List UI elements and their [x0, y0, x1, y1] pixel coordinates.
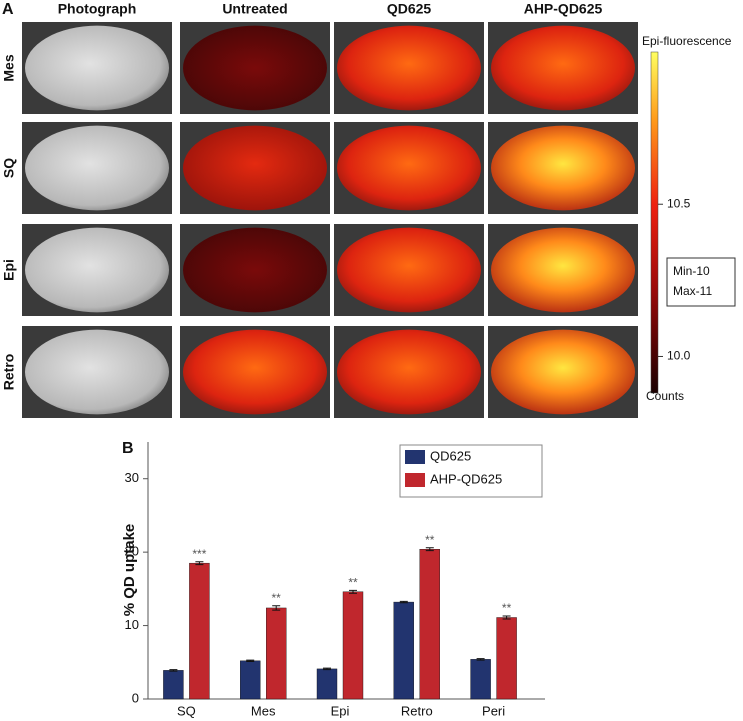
- colorbar-title: Epi-fluorescence: [642, 34, 732, 48]
- range-min: Min-10: [673, 264, 710, 278]
- bar: [266, 607, 287, 700]
- row-label: Epi: [1, 259, 17, 281]
- error-bar: [425, 547, 434, 552]
- tissue-image: [337, 25, 481, 111]
- y-tick-label: 0: [132, 690, 139, 705]
- error-bar: [476, 658, 485, 661]
- legend-swatch: [405, 473, 425, 487]
- x-tick-label: Peri: [482, 703, 505, 718]
- bar: [496, 617, 517, 700]
- bar: [316, 668, 338, 700]
- row-label: SQ: [1, 158, 17, 178]
- range-box: [666, 257, 736, 307]
- error-bar: [246, 659, 255, 663]
- error-bar: [399, 600, 408, 604]
- panel-b: B % QD uptake 0 10 20 30 SQ *** Mes ** Epi ** Retr…: [121, 440, 545, 718]
- bar: [342, 591, 364, 700]
- colorbar: [650, 51, 659, 394]
- tissue-image: [491, 25, 635, 111]
- y-tick-label: 10: [125, 617, 139, 632]
- bar: [393, 601, 414, 700]
- column-header: AHP-QD625: [524, 1, 603, 17]
- x-tick-label: SQ: [177, 703, 196, 718]
- tissue-image: [25, 125, 169, 211]
- error-bar: [349, 589, 357, 594]
- tissue-image: [25, 227, 169, 313]
- row-label: Retro: [1, 354, 17, 391]
- bar: [189, 562, 210, 700]
- y-tick-label: 30: [125, 470, 139, 485]
- significance: **: [272, 591, 282, 605]
- y-tick-label: 20: [125, 544, 139, 559]
- error-bar: [169, 669, 178, 672]
- column-header: QD625: [387, 1, 432, 17]
- tissue-image: [337, 329, 481, 415]
- legend-swatch: [405, 450, 425, 464]
- error-bar: [502, 615, 511, 620]
- panel-label: B: [122, 440, 134, 457]
- column-header: Untreated: [222, 1, 287, 17]
- row-label: Mes: [1, 54, 17, 81]
- range-max: Max-11: [673, 284, 712, 298]
- significance: **: [348, 575, 358, 589]
- significance: **: [502, 601, 512, 615]
- bar: [419, 549, 440, 700]
- tissue-image: [491, 227, 635, 313]
- tissue-image: [491, 125, 635, 211]
- colorbar-tick-label: 10.0: [667, 349, 691, 363]
- colorbar-unit: Counts: [646, 389, 684, 403]
- tissue-image: [491, 329, 635, 415]
- tissue-image: [183, 125, 327, 211]
- tissue-image: [337, 227, 481, 313]
- legend-label: AHP-QD625: [430, 471, 502, 486]
- error-bar: [323, 667, 331, 671]
- tissue-image: [183, 25, 327, 111]
- panel-a: A Epi-fluorescence Counts Min-10 Photogr…: [1, 1, 736, 418]
- column-header: Photograph: [58, 1, 137, 17]
- error-bar: [195, 561, 204, 566]
- error-bar: [272, 605, 281, 611]
- bar: [470, 659, 491, 700]
- colorbar-tick-label: 10.5: [667, 196, 691, 210]
- significance: ***: [192, 547, 206, 561]
- bar: [239, 660, 261, 700]
- tissue-image: [337, 125, 481, 211]
- x-tick-label: Retro: [401, 703, 433, 718]
- x-tick-label: Epi: [331, 703, 350, 718]
- y-axis-title: % QD uptake: [121, 524, 138, 617]
- x-tick-label: Mes: [251, 703, 276, 718]
- tissue-image: [25, 329, 169, 415]
- bar: [163, 670, 184, 700]
- panel-label: A: [2, 1, 14, 18]
- legend-label: QD625: [430, 448, 471, 463]
- tissue-image: [183, 329, 327, 415]
- tissue-image: [25, 25, 169, 111]
- significance: **: [425, 533, 435, 547]
- tissue-image: [183, 227, 327, 313]
